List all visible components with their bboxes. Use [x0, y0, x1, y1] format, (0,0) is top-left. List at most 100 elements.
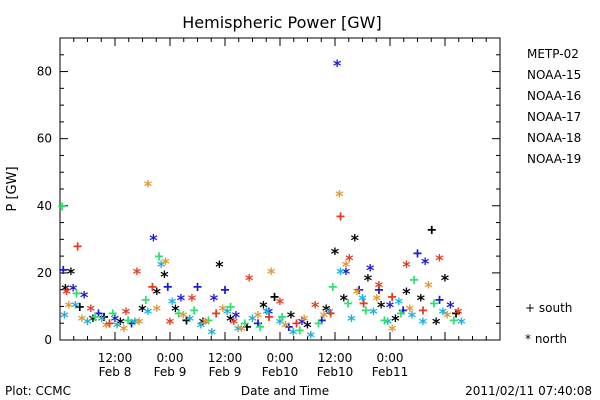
data-point: +: [182, 311, 191, 329]
y-axis-label: P [GW]: [5, 166, 20, 211]
data-point: *: [64, 297, 74, 316]
data-point: *: [446, 297, 456, 316]
data-point: *: [264, 304, 274, 323]
data-point: *: [341, 257, 351, 276]
legend-symbol-entry: * north: [525, 332, 567, 346]
data-point: *: [178, 308, 188, 327]
data-point: *: [402, 257, 412, 276]
legend-symbol-entry: + south: [525, 301, 572, 315]
data-point: *: [275, 314, 285, 333]
data-point: +: [359, 294, 368, 312]
data-point: *: [266, 264, 276, 283]
data-point: *: [341, 264, 351, 283]
legend-entry: NOAA-18: [527, 131, 581, 145]
data-point: +: [314, 314, 323, 332]
data-point: +: [317, 311, 326, 329]
data-point: *: [347, 311, 357, 330]
legend-entry: NOAA-17: [527, 110, 581, 124]
data-point: *: [237, 321, 247, 340]
data-point: *: [297, 314, 307, 333]
data-point: *: [438, 304, 448, 323]
data-point: *: [286, 308, 296, 327]
data-point: *: [71, 297, 81, 316]
data-point: *: [112, 318, 122, 337]
data-point: +: [58, 197, 67, 215]
plot-credit: Plot: CCMC: [5, 384, 71, 398]
legend-entry: NOAA-15: [527, 68, 581, 82]
data-point: +: [270, 287, 279, 305]
data-point: *: [383, 314, 393, 333]
data-point: +: [361, 301, 370, 319]
x-tick-label-date: Feb 8: [99, 365, 132, 379]
data-point: *: [336, 264, 346, 283]
data-point: +: [413, 244, 422, 262]
data-point: +: [418, 301, 427, 319]
data-point: *: [218, 301, 228, 320]
data-point: *: [226, 311, 236, 330]
data-point: *: [79, 287, 89, 306]
data-point: *: [207, 324, 217, 343]
data-point: +: [73, 237, 82, 255]
data-point: +: [226, 297, 235, 315]
data-point: *: [457, 314, 467, 333]
data-point: *: [152, 284, 162, 303]
data-point: *: [453, 304, 463, 323]
data-point: *: [171, 301, 181, 320]
data-point: *: [215, 257, 225, 276]
data-point: +: [374, 281, 383, 299]
data-point: *: [66, 264, 76, 283]
data-point: +: [105, 314, 114, 332]
legend: METP-02 NOAA-15 NOAA-16 NOAA-17 NOAA-18 NOAA-…: [525, 47, 581, 346]
data-point: +: [124, 311, 133, 329]
data-point: +: [148, 277, 157, 295]
data-point: *: [310, 297, 320, 316]
data-point: *: [61, 281, 71, 300]
y-axis: 0 20 40 60 80: [37, 37, 500, 347]
data-point: *: [253, 308, 263, 327]
data-point: +: [240, 314, 249, 332]
data-point: *: [86, 301, 96, 320]
data-point: *: [161, 254, 171, 273]
data-point: *: [143, 177, 153, 196]
data-point: +: [328, 277, 337, 295]
data-point: +: [380, 311, 389, 329]
data-point: *: [335, 187, 345, 206]
data-point: *: [442, 308, 452, 327]
data-point: +: [336, 207, 345, 225]
data-point: +: [242, 318, 251, 336]
y-tick-label: 40: [37, 199, 52, 213]
data-point: *: [138, 301, 148, 320]
data-point: +: [278, 308, 287, 326]
legend-entry: NOAA-16: [527, 89, 581, 103]
y-tick-label: 20: [37, 266, 52, 280]
data-point: *: [325, 304, 335, 323]
data-point: +: [451, 304, 460, 322]
data-point: *: [420, 254, 430, 273]
x-tick-label-time: 12:00: [98, 351, 133, 365]
data-point: *: [198, 314, 208, 333]
data-point: *: [165, 314, 175, 333]
data-point: *: [332, 56, 342, 75]
data-point: *: [418, 314, 428, 333]
data-point: *: [132, 264, 142, 283]
x-tick-label-time: 0:00: [267, 351, 294, 365]
data-point: +: [264, 308, 273, 326]
x-tick-label-date: Feb10: [317, 365, 354, 379]
x-tick-label-time: 0:00: [377, 351, 404, 365]
data-point: *: [77, 311, 87, 330]
data-point: +: [99, 308, 108, 326]
data-point: *: [68, 281, 78, 300]
data-point: *: [134, 314, 144, 333]
data-point: +: [355, 281, 364, 299]
data-point: +: [449, 311, 458, 329]
data-point: *: [339, 291, 349, 310]
data-point: *: [424, 277, 434, 296]
data-point: *: [88, 311, 98, 330]
data-point: +: [75, 297, 84, 315]
y-tick-label: 60: [37, 132, 52, 146]
chart-title: Hemispheric Power [GW]: [182, 13, 381, 32]
data-point: *: [416, 291, 426, 310]
data-point: *: [275, 294, 285, 313]
